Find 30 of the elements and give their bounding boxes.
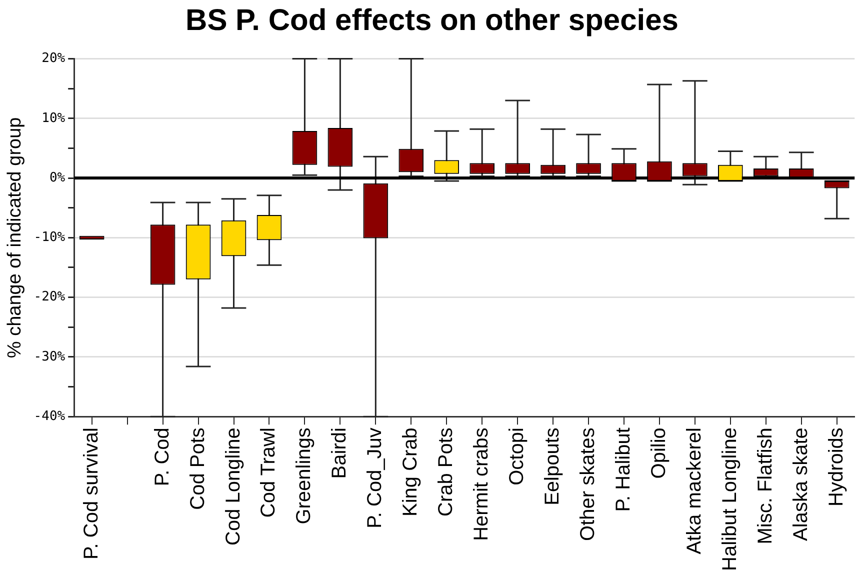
x-tick-label: Opilio bbox=[648, 428, 670, 479]
y-tick-label: -40% bbox=[34, 408, 66, 424]
x-tick-label: Misc. Flatfish bbox=[754, 428, 776, 544]
x-tick-label: Cod Pots bbox=[186, 428, 209, 510]
x-tick-label: King Crab bbox=[400, 428, 422, 516]
x-tick-label: P. Cod_Juv bbox=[364, 428, 386, 528]
x-tick-label: Bairdi bbox=[328, 428, 351, 479]
x-tick-label: Atka mackerel bbox=[683, 428, 706, 554]
x-tick-label: Halibut Longline bbox=[718, 428, 741, 571]
x-tick-label: Cod Longline bbox=[222, 428, 244, 546]
x-tick-label: Hydroids bbox=[825, 428, 848, 506]
x-tick-label: P. Cod survival bbox=[80, 428, 102, 560]
x-tick-label: Cod Trawl bbox=[258, 428, 280, 518]
y-axis-title: % change of indicated group bbox=[4, 117, 26, 358]
y-tick-label: -30% bbox=[34, 349, 66, 364]
x-tick-label: Eelpouts bbox=[542, 428, 564, 506]
x-tick-label: P. Cod bbox=[151, 428, 174, 486]
y-tick-label: 10% bbox=[42, 110, 66, 126]
x-tick-label: Hermit crabs bbox=[470, 428, 493, 541]
x-tick-label: Octopi bbox=[506, 428, 528, 486]
y-tick-label: -20% bbox=[34, 290, 66, 305]
y-tick-label: 20% bbox=[42, 51, 66, 66]
x-tick-label: Other skates bbox=[577, 428, 600, 541]
chart-title: BS P. Cod effects on other species bbox=[184, 4, 680, 38]
x-tick-label: Greenlings bbox=[293, 428, 316, 524]
y-tick-label: -10% bbox=[34, 230, 66, 246]
x-tick-label: Alaska skate bbox=[790, 428, 812, 541]
y-tick-label: 0% bbox=[49, 170, 66, 186]
x-tick-label: Crab Pots bbox=[435, 428, 458, 516]
x-tick-label: P. Halibut bbox=[612, 427, 635, 512]
